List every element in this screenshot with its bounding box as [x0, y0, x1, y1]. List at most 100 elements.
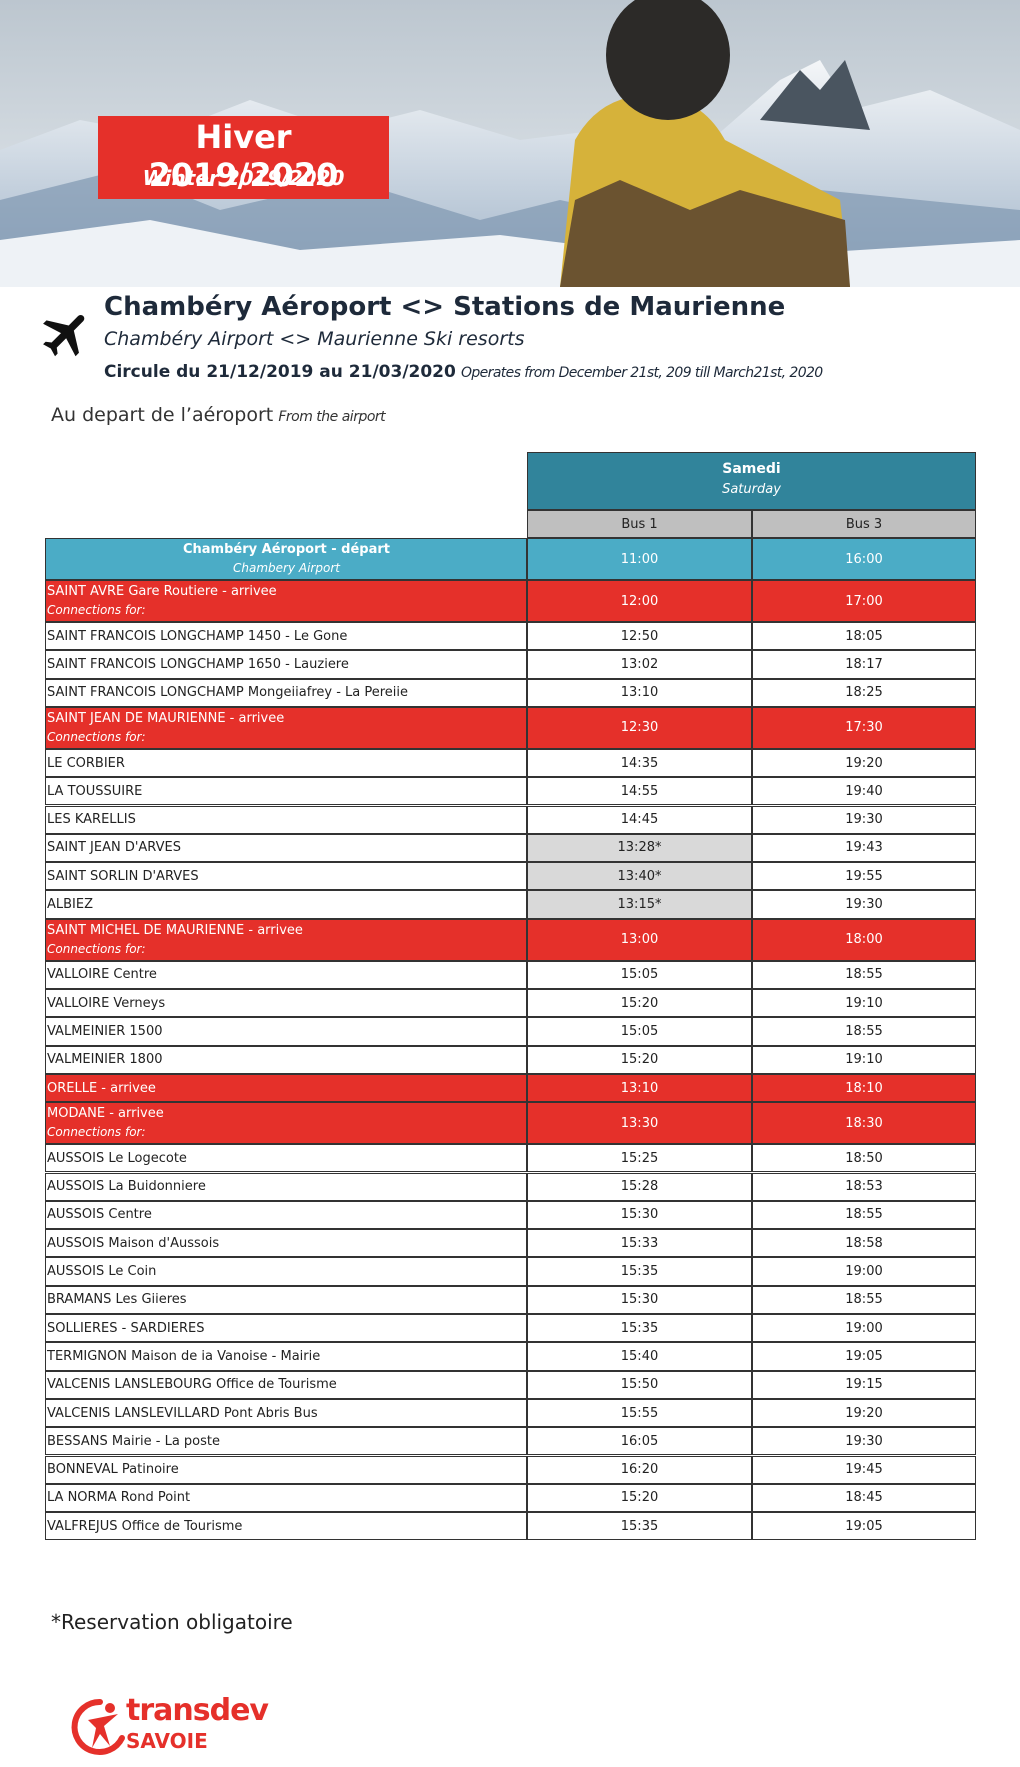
time: 19:10 — [752, 989, 976, 1018]
time: 18:58 — [752, 1229, 976, 1258]
time: 15:50 — [527, 1370, 752, 1399]
time: 15:55 — [527, 1398, 752, 1428]
direction-en: From the airport — [278, 409, 386, 425]
stop-label: AUSSOIS Centre — [47, 1207, 152, 1223]
connections: Connections for: — [47, 941, 146, 956]
time: 15:30 — [527, 1200, 752, 1230]
stop-label: VALMEINIER 1500 — [47, 1023, 163, 1039]
stop-label: SOLLIERES - SARDIERES — [47, 1320, 205, 1336]
stop-name: SAINT JEAN D'ARVES — [45, 833, 527, 863]
time: 19:15 — [752, 1370, 976, 1399]
stop-label: VALMEINIER 1800 — [47, 1052, 163, 1068]
time: 19:05 — [752, 1342, 976, 1371]
time: 19:45 — [752, 1455, 976, 1484]
time: 15:20 — [527, 1483, 752, 1513]
stop-name: LE CORBIER — [45, 748, 527, 778]
time: 13:28* — [527, 833, 752, 863]
time: 13:00 — [527, 918, 752, 961]
time: 18:55 — [752, 960, 976, 989]
stop-name: SAINT AVRE Gare Routiere - arrivee Connec… — [45, 580, 527, 622]
time: 16:05 — [527, 1427, 752, 1456]
stop-name: SAINT SORLIN D'ARVES — [45, 862, 527, 891]
period-en: Operates from December 21st, 209 till Ma… — [460, 365, 823, 381]
time: 12:30 — [527, 706, 752, 749]
route-subtitle: Chambéry Airport <> Maurienne Ski resort… — [104, 328, 525, 350]
time: 18:05 — [752, 622, 976, 651]
direction-fr: Au depart de l’aéroport — [51, 404, 274, 426]
time: 19:20 — [752, 1398, 976, 1428]
plane-icon — [43, 314, 85, 357]
stop-label: SAINT JEAN D'ARVES — [47, 840, 181, 856]
stop-name: LA NORMA Rond Point — [45, 1483, 527, 1513]
time: 18:55 — [752, 1017, 976, 1046]
connections: Connections for: — [47, 1125, 146, 1140]
time: 13:02 — [527, 650, 752, 679]
stop-label: MODANE - arrivee — [47, 1106, 164, 1122]
time: 15:33 — [527, 1229, 752, 1258]
stop-label: LA NORMA Rond Point — [47, 1490, 191, 1506]
time: 12:00 — [527, 580, 752, 622]
time: 17:00 — [752, 580, 976, 622]
time: 15:20 — [527, 989, 752, 1018]
stop-label: LA TOUSSUIRE — [47, 783, 143, 799]
stop-label: VALFREJUS Office de Tourisme — [47, 1518, 243, 1534]
time: 19:00 — [752, 1257, 976, 1286]
time: 19:20 — [752, 748, 976, 778]
stop-label: SAINT SORLIN D'ARVES — [47, 868, 199, 884]
time: 13:40* — [527, 862, 752, 891]
time: 19:30 — [752, 805, 976, 834]
stop-label: SAINT FRANCOIS LONGCHAMP Mongeiiafrey - … — [47, 685, 409, 701]
column-header: Bus 1 — [527, 510, 752, 538]
stop-name: SAINT FRANCOIS LONGCHAMP Mongeiiafrey - … — [45, 678, 527, 707]
time: 19:30 — [752, 890, 976, 919]
stop-name: TERMIGNON Maison de ia Vanoise - Mairie — [45, 1342, 527, 1371]
time: 13:10 — [527, 1073, 752, 1103]
route-title: Chambéry Aéroport <> Stations de Maurien… — [104, 292, 786, 322]
stop-name: SAINT JEAN DE MAURIENNE - arrivee Connect… — [45, 706, 527, 749]
time: 19:05 — [752, 1512, 976, 1541]
logo-name: transdev — [126, 1693, 269, 1728]
stop-name: AUSSOIS Centre — [45, 1200, 527, 1230]
stop-label: TERMIGNON Maison de ia Vanoise - Mairie — [47, 1348, 321, 1364]
stop-label: BESSANS Mairie - La poste — [47, 1433, 220, 1449]
time: 15:40 — [527, 1342, 752, 1371]
stop-label: SAINT FRANCOIS LONGCHAMP 1450 - Le Gone — [47, 628, 348, 644]
time: 15:20 — [527, 1045, 752, 1074]
stop-name: Chambéry Aéroport - départ Chambery Airpo… — [45, 538, 527, 580]
time: 18:53 — [752, 1172, 976, 1201]
stop-label: SAINT FRANCOIS LONGCHAMP 1650 - Lauziere — [47, 656, 349, 672]
stop-name: VALCENIS LANSLEVILLARD Pont Abris Bus — [45, 1398, 527, 1428]
time: 18:55 — [752, 1200, 976, 1230]
stop-name: VALMEINIER 1800 — [45, 1045, 527, 1074]
time: 19:00 — [752, 1314, 976, 1343]
season-subtitle: Winter 2019/2020 — [142, 166, 345, 190]
time: 11:00 — [527, 538, 752, 580]
stop-label: ALBIEZ — [47, 897, 94, 913]
stop-label: LES KARELLIS — [47, 812, 136, 828]
stop-label: Chambéry Aéroport - départ — [182, 542, 390, 557]
stop-name: VALMEINIER 1500 — [45, 1017, 527, 1046]
time: 19:43 — [752, 833, 976, 863]
day-en: Saturday — [722, 482, 781, 497]
period-fr: Circule du 21/12/2019 au 21/03/2020 — [104, 362, 456, 382]
stop-label: AUSSOIS Le Coin — [47, 1264, 157, 1280]
time: 18:25 — [752, 678, 976, 707]
season-box — [98, 116, 389, 199]
time: 18:17 — [752, 650, 976, 679]
stop-label: SAINT MICHEL DE MAURIENNE - arrivee — [47, 922, 303, 938]
time: 15:25 — [527, 1144, 752, 1173]
connections: Chambery Airport — [233, 561, 340, 575]
time: 18:45 — [752, 1483, 976, 1513]
stop-name: LA TOUSSUIRE — [45, 777, 527, 806]
stop-name: SAINT FRANCOIS LONGCHAMP 1650 - Lauziere — [45, 650, 527, 679]
time: 18:30 — [752, 1102, 976, 1145]
time: 14:45 — [527, 805, 752, 834]
time: 19:55 — [752, 862, 976, 891]
time: 13:30 — [527, 1102, 752, 1145]
time: 12:50 — [527, 622, 752, 651]
stop-label: AUSSOIS Maison d'Aussois — [47, 1235, 220, 1251]
stop-name: SAINT MICHEL DE MAURIENNE - arrivee Conne… — [45, 918, 527, 961]
time: 15:35 — [527, 1512, 752, 1541]
stop-name: VALFREJUS Office de Tourisme — [45, 1512, 527, 1541]
stop-label: BRAMANS Les Giieres — [47, 1292, 187, 1308]
